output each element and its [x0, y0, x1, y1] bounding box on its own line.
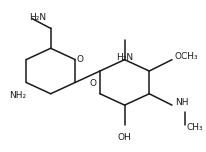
- Text: NH: NH: [174, 98, 187, 107]
- Text: OCH₃: OCH₃: [174, 52, 198, 61]
- Text: OH: OH: [117, 133, 131, 142]
- Text: NH₂: NH₂: [9, 91, 26, 100]
- Text: O: O: [76, 55, 83, 64]
- Text: O: O: [89, 79, 96, 88]
- Text: CH₃: CH₃: [185, 123, 202, 132]
- Text: H₂N: H₂N: [116, 53, 132, 62]
- Text: H₂N: H₂N: [29, 13, 46, 22]
